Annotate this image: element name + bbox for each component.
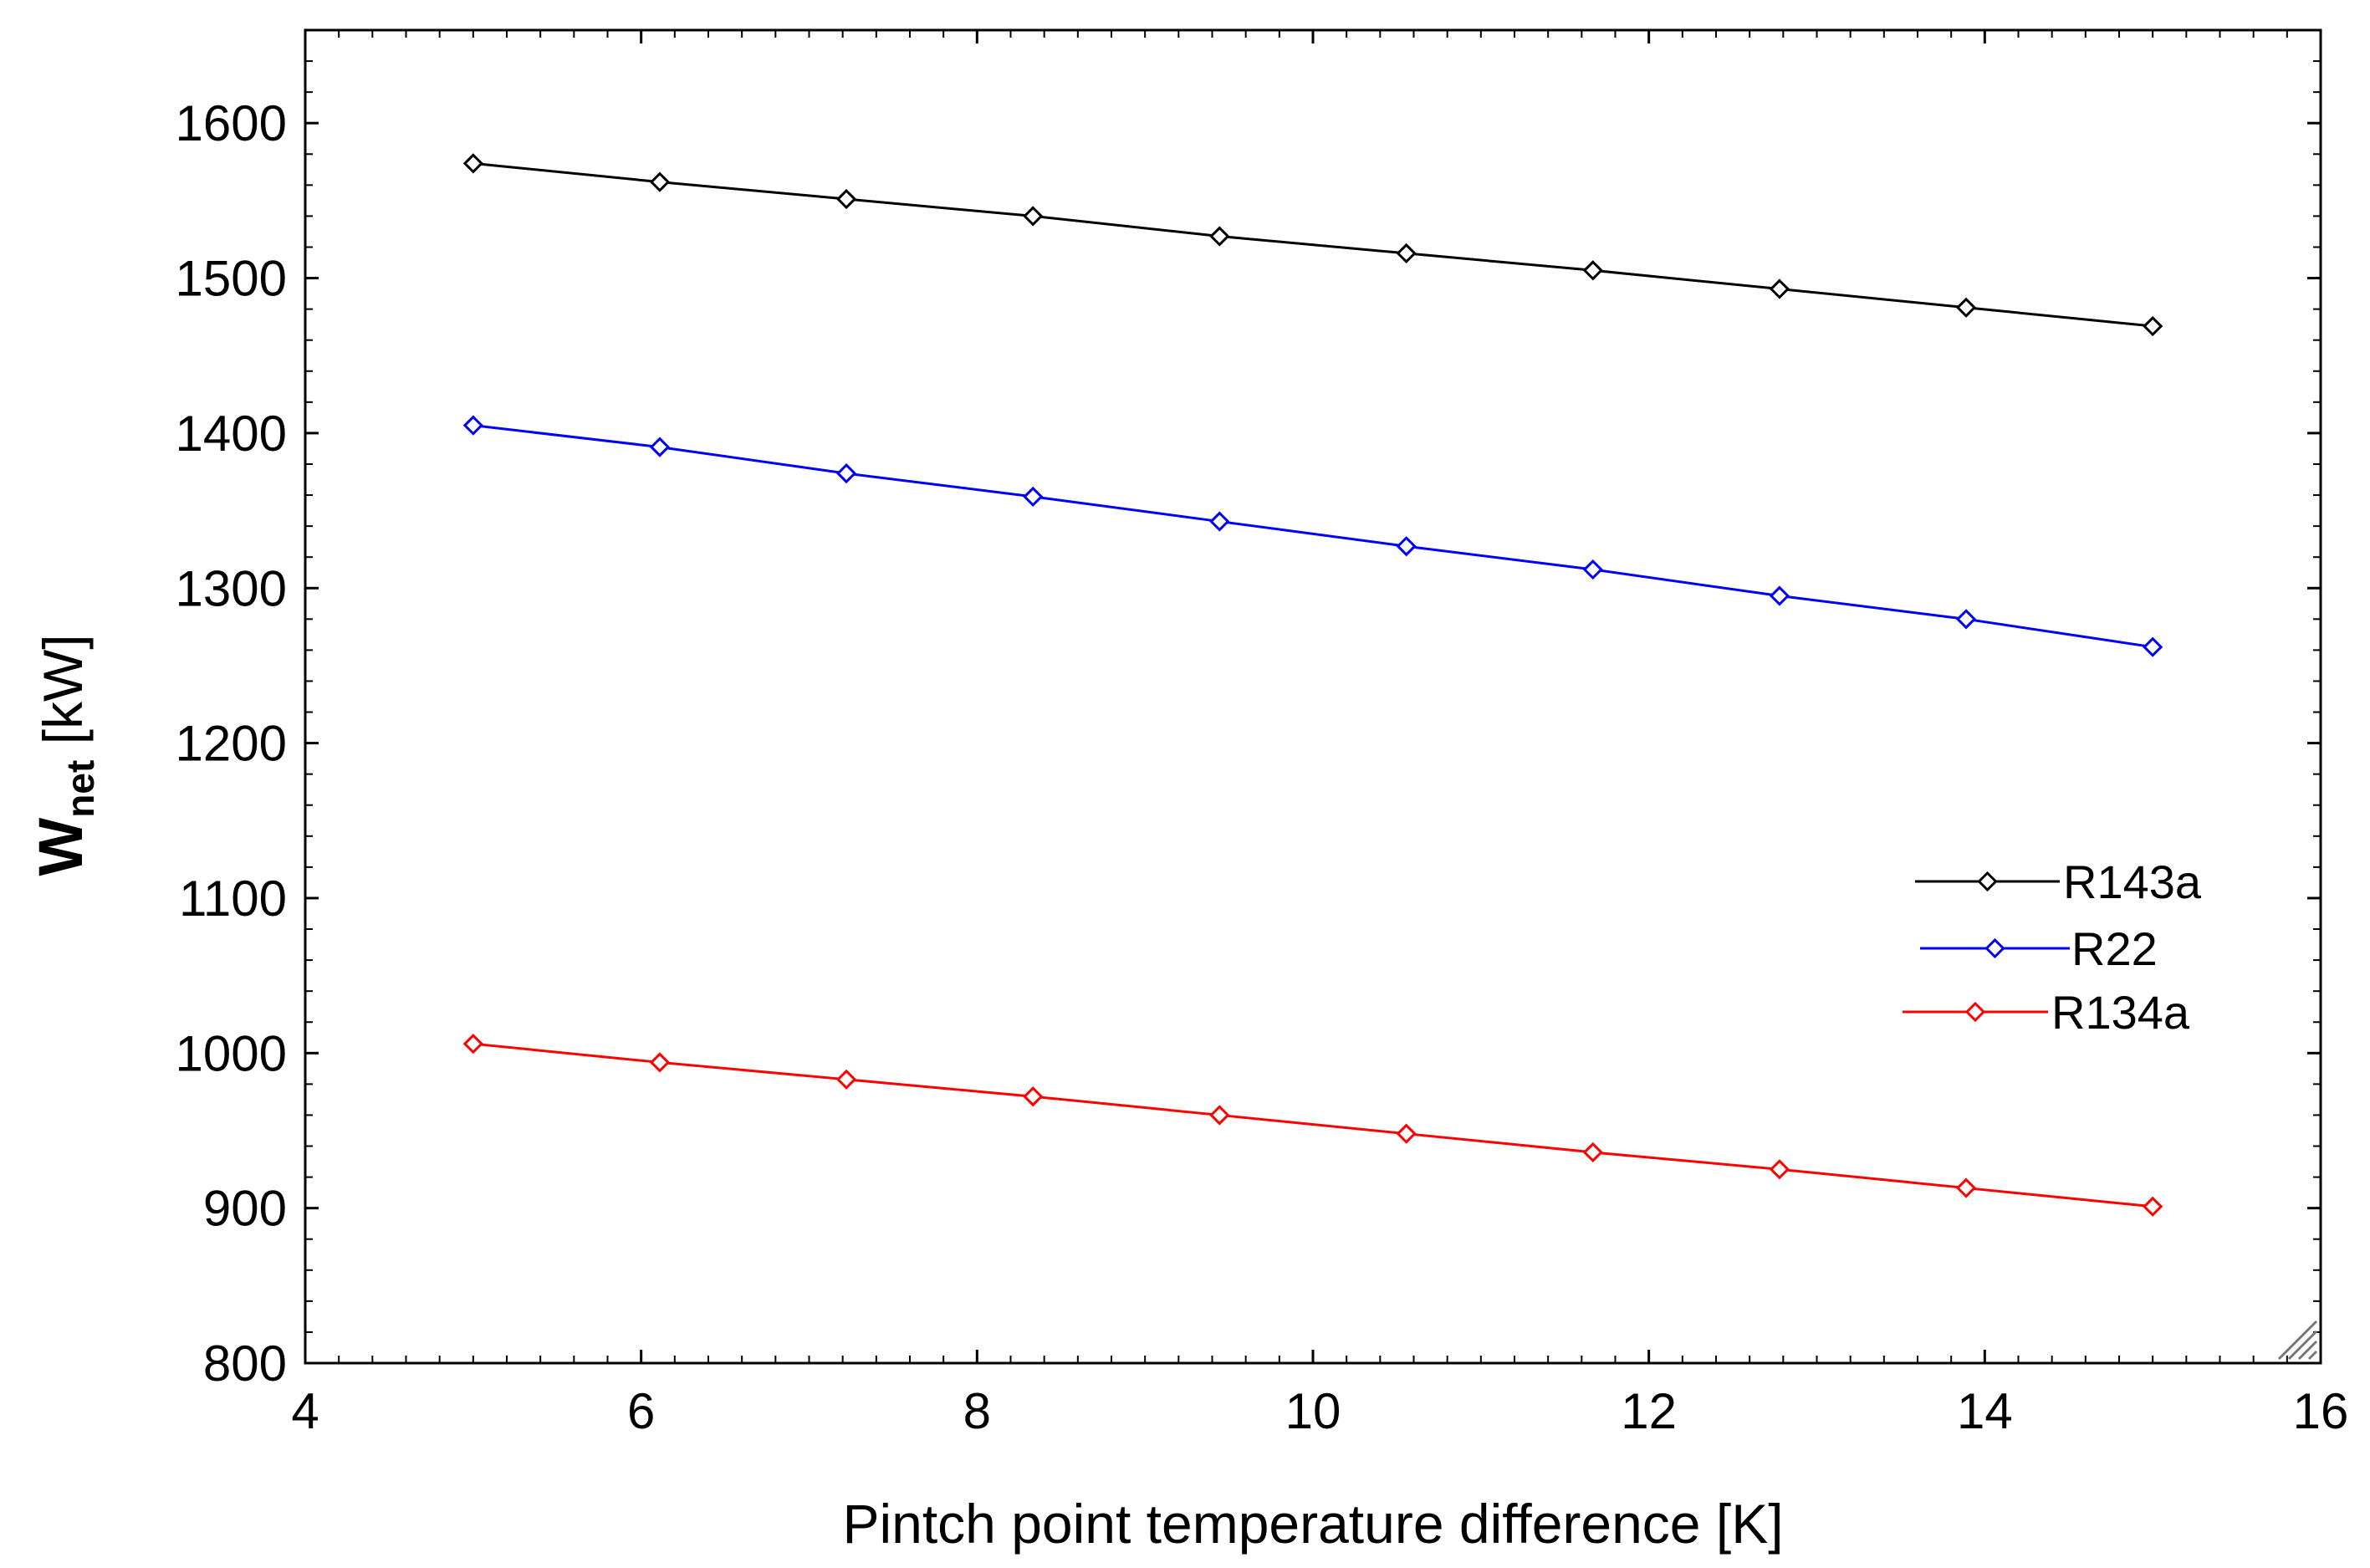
data-point-r134a	[2143, 1196, 2163, 1217]
plot-frame	[304, 28, 2322, 1365]
legend-label-r143a: R143a	[2063, 856, 2202, 908]
y-tick-label: 1600	[176, 95, 287, 151]
y-tick-labels: 800 900 1000 1100 1200 1300 1400 1500 1600	[176, 95, 287, 1392]
y-axis-title-subscript: net	[59, 760, 102, 818]
data-point-r143a	[1396, 243, 1417, 264]
data-point-r134a	[835, 1069, 857, 1090]
series-line-r134a	[472, 1042, 2153, 1208]
series-line-r22	[472, 424, 2153, 649]
data-point-r134a	[1396, 1123, 1417, 1144]
legend-marker-r22	[1984, 937, 2005, 959]
legend-item-r143a: R143a	[1915, 856, 2202, 908]
data-point-r143a	[1769, 278, 1790, 299]
data-point-r143a	[1582, 260, 1603, 281]
x-tick-label: 6	[627, 1383, 655, 1439]
x-axis-title: Pintch point temperature difference [K]	[842, 1493, 1783, 1555]
y-axis-title: Wnet [kW]	[26, 634, 102, 876]
legend-marker-r143a	[1977, 871, 1998, 892]
data-point-r134a	[1209, 1105, 1230, 1126]
data-point-r143a	[2143, 315, 2163, 337]
y-tick-label: 1000	[176, 1025, 287, 1081]
data-point-r134a	[1582, 1142, 1603, 1163]
y-tick-label: 1500	[176, 251, 287, 307]
legend-item-r134a: R134a	[1903, 986, 2190, 1039]
y-tick-label: 1200	[176, 716, 287, 772]
data-point-r22	[1955, 609, 1977, 630]
data-point-r143a	[462, 153, 483, 174]
data-point-r22	[835, 462, 857, 484]
data-point-r134a	[1955, 1177, 1977, 1198]
data-point-r134a	[1023, 1086, 1044, 1107]
series-group	[462, 153, 2163, 1217]
data-point-r134a	[462, 1034, 483, 1055]
data-point-r22	[2143, 636, 2163, 657]
axis-ticks	[304, 30, 2322, 1365]
series-line-r143a	[472, 161, 2153, 328]
y-tick-label: 1400	[176, 406, 287, 462]
data-point-r22	[649, 437, 671, 457]
series-r22	[462, 415, 2163, 657]
x-tick-labels: 4 6 8 10 12 14 16	[291, 1383, 2348, 1439]
data-point-r143a	[835, 188, 857, 210]
legend-item-r22: R22	[1920, 922, 2158, 975]
y-tick-label: 800	[203, 1336, 287, 1392]
data-point-r134a	[649, 1052, 671, 1073]
data-point-r143a	[1209, 226, 1230, 247]
x-tick-label: 8	[963, 1383, 991, 1439]
x-tick-label: 14	[1957, 1383, 2013, 1439]
legend-marker-r134a	[1964, 1001, 1986, 1023]
x-tick-label: 12	[1621, 1383, 1677, 1439]
resize-grip-icon	[2277, 1320, 2318, 1361]
x-tick-label: 4	[291, 1383, 319, 1439]
data-point-r143a	[1955, 297, 1977, 318]
series-r134a	[462, 1034, 2163, 1217]
legend-label-r22: R22	[2071, 922, 2158, 975]
data-point-r22	[1769, 585, 1790, 606]
data-point-r143a	[649, 171, 671, 192]
data-point-r22	[462, 415, 483, 436]
x-tick-label: 16	[2293, 1383, 2349, 1439]
y-axis-title-unit: [kW]	[32, 634, 94, 759]
series-r143a	[462, 153, 2163, 337]
y-tick-label: 900	[203, 1181, 287, 1237]
data-point-r134a	[1769, 1159, 1790, 1180]
data-point-r22	[1582, 559, 1603, 580]
y-axis-title-main: W	[26, 818, 95, 876]
data-point-r22	[1209, 511, 1230, 532]
legend-label-r134a: R134a	[2051, 986, 2190, 1039]
data-point-r22	[1023, 486, 1044, 508]
data-point-r22	[1396, 536, 1417, 557]
y-tick-label: 1300	[176, 560, 287, 616]
y-tick-label: 1100	[179, 871, 287, 927]
data-point-r143a	[1023, 206, 1044, 227]
x-tick-label: 10	[1285, 1383, 1341, 1439]
legend: R143a R22 R134a	[1903, 856, 2202, 1039]
